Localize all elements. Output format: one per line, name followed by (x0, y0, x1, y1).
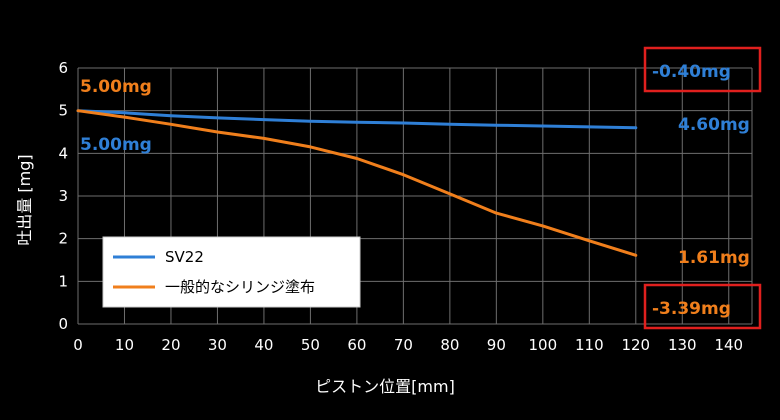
series-line-sv22 (76, 109, 638, 130)
x-tick-label: 100 (529, 336, 558, 354)
series-line-syringe (76, 109, 638, 257)
x-tick-label: 60 (347, 336, 366, 354)
x-tick-label: 120 (621, 336, 650, 354)
blue-diff-highlight-box (643, 46, 762, 93)
legend-label-syringe: 一般的なシリンジ塗布 (165, 278, 315, 296)
x-tick-label: 110 (575, 336, 604, 354)
x-tick-label: 50 (301, 336, 320, 354)
blue-end-label: 4.60mg (678, 115, 750, 135)
x-tick-label: 0 (73, 336, 83, 354)
y-tick-label: 5 (58, 102, 68, 120)
orange-start-label: 5.00mg (80, 77, 152, 97)
y-tick-label: 3 (58, 187, 68, 205)
blue-start-label: 5.00mg (80, 135, 152, 155)
x-tick-label: 10 (115, 336, 134, 354)
orange-end-label: 1.61mg (678, 248, 750, 268)
orange-diff-label: -3.39mg (652, 299, 731, 319)
x-tick-label: 30 (208, 336, 227, 354)
x-tick-label: 140 (714, 336, 743, 354)
blue-diff-label: -0.40mg (652, 62, 731, 82)
y-tick-label: 1 (58, 272, 68, 290)
orange-diff-highlight-box (643, 283, 762, 330)
legend-label-sv22: SV22 (165, 248, 204, 266)
x-tick-label: 40 (254, 336, 273, 354)
y-axis-title: 吐出量 [mg] (15, 154, 34, 245)
x-axis-title: ピストン位置[mm] (315, 377, 455, 396)
y-tick-label: 2 (58, 230, 68, 248)
x-tick-label: 90 (487, 336, 506, 354)
x-tick-label: 20 (161, 336, 180, 354)
y-tick-label: 0 (58, 315, 68, 333)
y-tick-label: 6 (58, 59, 68, 77)
legend-box (102, 236, 361, 308)
y-tick-label: 4 (58, 144, 68, 162)
x-tick-labels: 0 10 20 30 40 50 60 70 80 90 100 110 120 130 140 (73, 336, 743, 354)
x-tick-label: 70 (394, 336, 413, 354)
grid (77, 67, 753, 325)
y-tick-labels: 0 1 2 3 4 5 6 (58, 59, 68, 333)
x-tick-label: 130 (668, 336, 697, 354)
legend: SV22 一般的なシリンジ塗布 (102, 236, 361, 308)
x-tick-label: 80 (440, 336, 459, 354)
series-lines (76, 109, 638, 257)
